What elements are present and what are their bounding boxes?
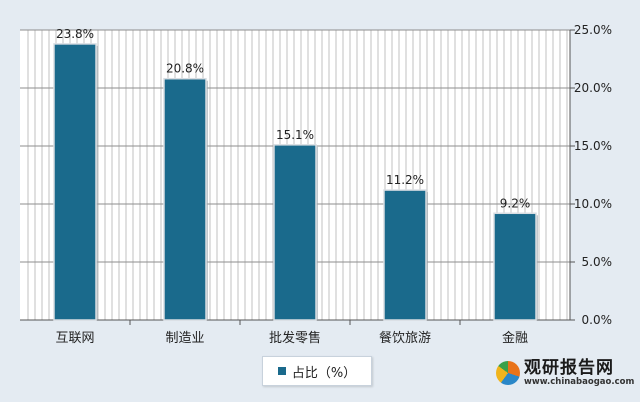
x-tick-label: 互联网 (55, 331, 94, 346)
legend-label: 占比（%） (291, 365, 357, 381)
bar (163, 77, 207, 321)
x-tick-label: 金融 (502, 330, 528, 346)
y-tick-label: 10.0% (574, 197, 612, 211)
data-label: 20.8% (166, 62, 204, 76)
data-label: 9.2% (500, 196, 531, 210)
y-tick-label: 15.0% (574, 139, 612, 153)
y-tick-label: 20.0% (574, 81, 612, 95)
y-tick-label: 5.0% (582, 255, 613, 269)
bar (493, 212, 537, 321)
legend-swatch (277, 367, 286, 375)
watermark-url: www.chinabaogao.com (524, 376, 635, 387)
x-tick-label: 制造业 (165, 331, 204, 346)
watermark-text: 观研报告网 www.chinabaogao.com (524, 359, 634, 387)
bar (273, 144, 317, 321)
data-label: 11.2% (386, 173, 424, 187)
data-label: 15.1% (276, 128, 314, 142)
data-label: 23.8% (56, 27, 94, 41)
y-tick-label: 0.0% (582, 313, 613, 327)
chart-legend: 占比（%） (262, 356, 372, 386)
bar (53, 43, 97, 321)
bar (383, 189, 427, 321)
x-tick-label: 批发零售 (269, 330, 321, 346)
y-tick-label: 25.0% (574, 23, 612, 37)
watermark-logo-icon (496, 361, 520, 385)
watermark: 观研报告网 www.chinabaogao.com (496, 350, 636, 396)
watermark-title: 观研报告网 (524, 357, 614, 378)
x-tick-label: 餐饮旅游 (379, 330, 431, 346)
